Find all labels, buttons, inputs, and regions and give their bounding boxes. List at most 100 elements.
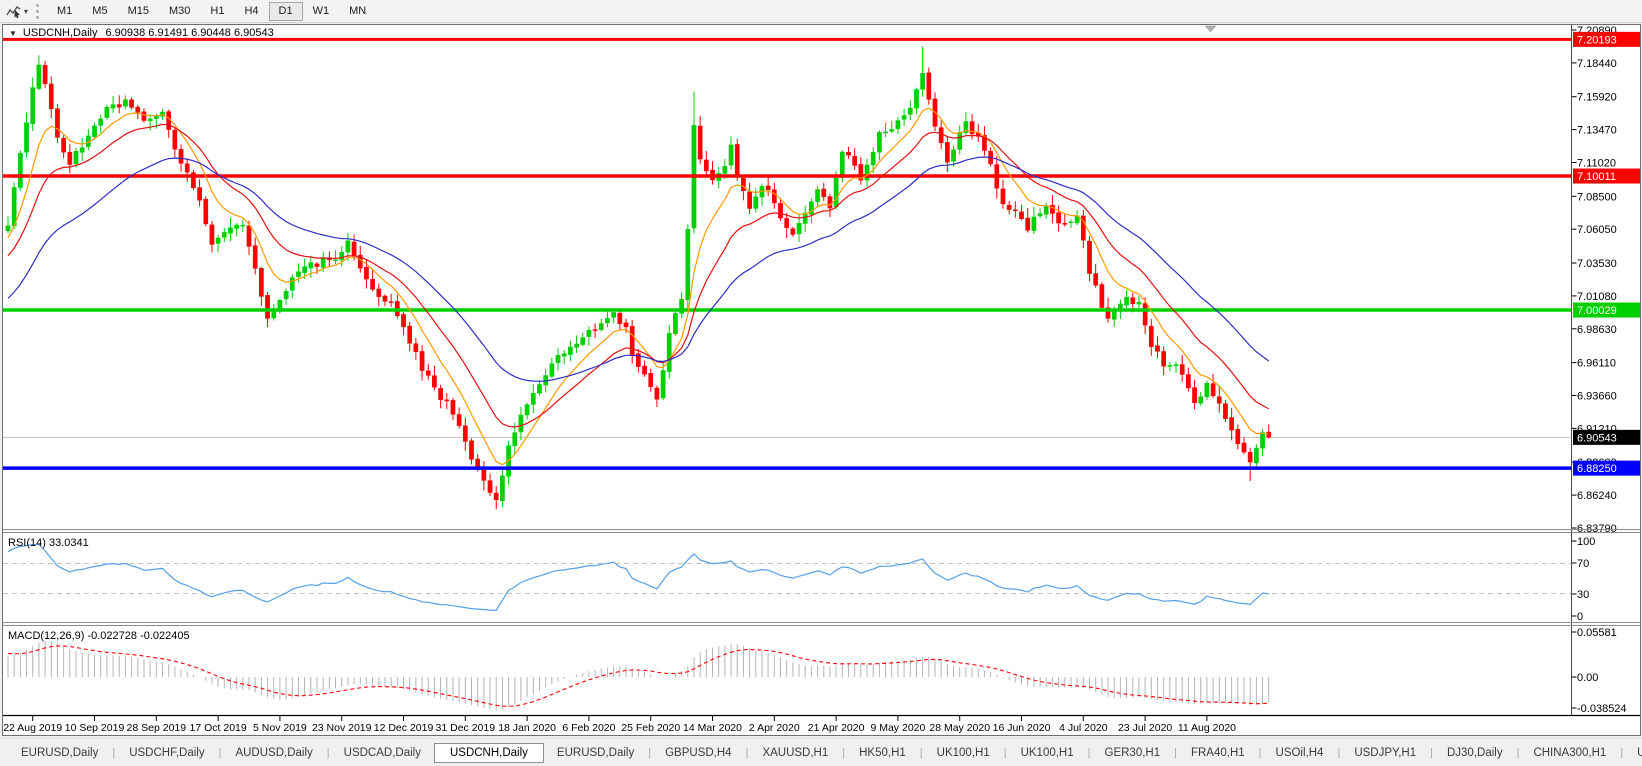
tab-separator: |: [112, 746, 116, 759]
chart-window: [2, 24, 1640, 736]
chart-cursor-tool-icon[interactable]: [5, 3, 23, 19]
svg-text:10 Sep 2019: 10 Sep 2019: [65, 722, 125, 734]
svg-text:7.15920: 7.15920: [1577, 92, 1617, 104]
svg-text:17 Oct 2019: 17 Oct 2019: [190, 722, 247, 734]
timeframe-button-m15[interactable]: M15: [127, 4, 149, 17]
timeframe-toolbar: M1 M5 M15 M30 H1 H4 D1 W1 MN: [47, 0, 376, 22]
tab-separator: |: [648, 746, 652, 759]
svg-text:6.90543: 6.90543: [1577, 432, 1617, 444]
svg-text:12 Dec 2019: 12 Dec 2019: [374, 722, 434, 734]
tab-separator: |: [1430, 746, 1433, 759]
svg-text:7.00029: 7.00029: [1577, 305, 1617, 317]
svg-text:23 Nov 2019: 23 Nov 2019: [312, 722, 372, 734]
moving-average-lines: [7, 107, 1270, 466]
chart-tab-gbpusd-h4[interactable]: GBPUSD,H4: [665, 746, 732, 759]
svg-text:7.20193: 7.20193: [1577, 34, 1617, 46]
svg-text:7.03530: 7.03530: [1577, 258, 1617, 270]
timeframe-button-mn[interactable]: MN: [349, 4, 367, 17]
chart-tab-usdcnh-daily[interactable]: USDCNH,Daily: [433, 742, 544, 763]
svg-text:2 Apr 2020: 2 Apr 2020: [749, 722, 800, 734]
horizontal-line-objects[interactable]: [3, 37, 1572, 470]
macd-histogram: [7, 640, 1270, 711]
chart-tab-ger30-h1[interactable]: GER30,H1: [1104, 746, 1161, 759]
svg-text:28 May 2020: 28 May 2020: [929, 722, 990, 734]
chart-window-border: [2, 24, 1641, 736]
svg-text:22 Aug 2019: 22 Aug 2019: [3, 722, 62, 734]
macd-axis-label: 0.05581: [1577, 627, 1617, 639]
svg-text:7.11020: 7.11020: [1577, 157, 1616, 169]
chart-symbol-label: USDCNH,Daily: [22, 27, 98, 39]
chart-tab-usdcad-daily[interactable]: USDCAD,Daily: [343, 746, 421, 759]
svg-text:4 Jul 2020: 4 Jul 2020: [1059, 722, 1108, 734]
timeframe-button-m1[interactable]: M1: [57, 4, 73, 17]
chart-shift-marker-icon[interactable]: [1204, 25, 1217, 33]
current-price-label: 6.90543: [1573, 429, 1640, 445]
rsi-axis-label: 30: [1577, 589, 1589, 601]
tab-separator: |: [1516, 746, 1520, 759]
svg-text:21 Apr 2020: 21 Apr 2020: [808, 722, 865, 734]
svg-text:6.88250: 6.88250: [1577, 463, 1617, 475]
chart-tab-china300-h1[interactable]: CHINA300,H1: [1533, 746, 1607, 759]
chart-tab-eurusd-daily[interactable]: EURUSD,Daily: [21, 746, 99, 759]
svg-text:7.01080: 7.01080: [1577, 291, 1617, 303]
candlesticks: [5, 46, 1272, 510]
hline-price-label: 7.10011: [1573, 168, 1640, 184]
chart-tab-hk50-h1[interactable]: HK50,H1: [859, 746, 906, 759]
svg-text:7.18440: 7.18440: [1577, 58, 1617, 70]
svg-text:16 Jun 2020: 16 Jun 2020: [993, 722, 1051, 734]
chart-tab-usoil-h1[interactable]: USOil,H1: [1637, 746, 1642, 759]
svg-text:7.08500: 7.08500: [1577, 191, 1617, 203]
macd-signal-line: [7, 645, 1269, 707]
tool-dropdown-caret-icon[interactable]: ▾: [24, 6, 29, 16]
tab-separator: |: [1174, 746, 1177, 759]
chart-tab-uk100-h1[interactable]: UK100,H1: [936, 746, 990, 759]
date-labels: 22 Aug 2019 10 Sep 2019 28 Sep 2019 17 Oct …: [3, 716, 1236, 734]
svg-text:31 Dec 2019: 31 Dec 2019: [436, 722, 496, 734]
macd-indicator-label: MACD(12,26,9) -0.022728 -0.022405: [8, 630, 190, 642]
tab-separator: |: [842, 746, 846, 759]
rsi-axis-label: 70: [1577, 558, 1589, 570]
hline-price-label: 6.88250: [1573, 460, 1640, 476]
macd-axis-label: 0.00: [1577, 672, 1598, 684]
svg-text:18 Jan 2020: 18 Jan 2020: [498, 722, 556, 734]
tab-separator: |: [919, 746, 923, 759]
svg-text:7.13470: 7.13470: [1577, 125, 1617, 137]
chart-ohlc-values: 6.90938 6.91491 6.90448 6.90543: [105, 27, 274, 39]
toolbar-grip[interactable]: [36, 3, 40, 19]
timeframe-button-h1[interactable]: H1: [210, 4, 225, 17]
timeframe-button-w1[interactable]: W1: [312, 4, 330, 17]
chart-tab-dj30-daily[interactable]: DJ30,Daily: [1446, 746, 1503, 759]
chart-tab-eurusd-daily[interactable]: EURUSD,Daily: [556, 746, 635, 759]
svg-text:6 Feb 2020: 6 Feb 2020: [562, 722, 615, 734]
svg-text:14 Mar 2020: 14 Mar 2020: [683, 722, 742, 734]
timeframe-button-d1[interactable]: D1: [268, 1, 303, 21]
chart-tab-fra40-h1[interactable]: FRA40,H1: [1190, 746, 1245, 759]
timeframe-button-m30[interactable]: M30: [168, 4, 191, 17]
chart-tab-usoil-h4[interactable]: USOil,H4: [1275, 746, 1324, 759]
svg-text:5 Nov 2019: 5 Nov 2019: [253, 722, 307, 734]
tab-separator: |: [326, 746, 330, 759]
chart-tab-usdjpy-h1[interactable]: USDJPY,H1: [1354, 746, 1417, 759]
svg-text:25 Feb 2020: 25 Feb 2020: [621, 722, 680, 734]
hline-price-label: 7.00029: [1573, 302, 1640, 318]
tab-separator: |: [1003, 746, 1007, 759]
rsi-axis-label: 100: [1577, 536, 1595, 548]
svg-text:23 Jul 2020: 23 Jul 2020: [1118, 722, 1172, 734]
tab-separator: |: [1620, 746, 1624, 759]
timeframe-button-m5[interactable]: M5: [92, 4, 108, 17]
chart-plot-area[interactable]: [3, 25, 1570, 530]
collapse-arrow-icon[interactable]: ▼: [9, 28, 17, 38]
hline-price-label: 7.20193: [1573, 31, 1640, 47]
tab-separator: |: [218, 746, 222, 759]
svg-text:28 Sep 2019: 28 Sep 2019: [127, 722, 187, 734]
chart-tabs-bar: EURUSD,Daily | USDCHF,Daily | AUDUSD,Daily | U…: [0, 738, 1642, 766]
rsi-axis-label: 0: [1577, 611, 1583, 623]
chart-tab-uk100-h1[interactable]: UK100,H1: [1020, 746, 1074, 759]
chart-tab-usdchf-daily[interactable]: USDCHF,Daily: [129, 746, 205, 759]
timeframe-button-h4[interactable]: H4: [244, 4, 259, 17]
svg-text:6.98630: 6.98630: [1577, 324, 1617, 336]
chart-tab-xauusd-h1[interactable]: XAUUSD,H1: [762, 746, 829, 759]
chart-tab-audusd-daily[interactable]: AUDUSD,Daily: [235, 746, 313, 759]
